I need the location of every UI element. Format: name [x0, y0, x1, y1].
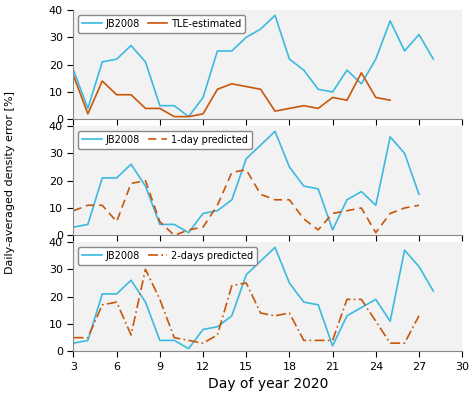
X-axis label: Day of year 2020: Day of year 2020	[208, 377, 328, 391]
Text: Daily-averaged density error [%]: Daily-averaged density error [%]	[5, 91, 15, 274]
Legend: JB2008, TLE-estimated: JB2008, TLE-estimated	[78, 15, 245, 33]
Legend: JB2008, 1-day predicted: JB2008, 1-day predicted	[78, 131, 252, 148]
Legend: JB2008, 2-days predicted: JB2008, 2-days predicted	[78, 247, 257, 264]
